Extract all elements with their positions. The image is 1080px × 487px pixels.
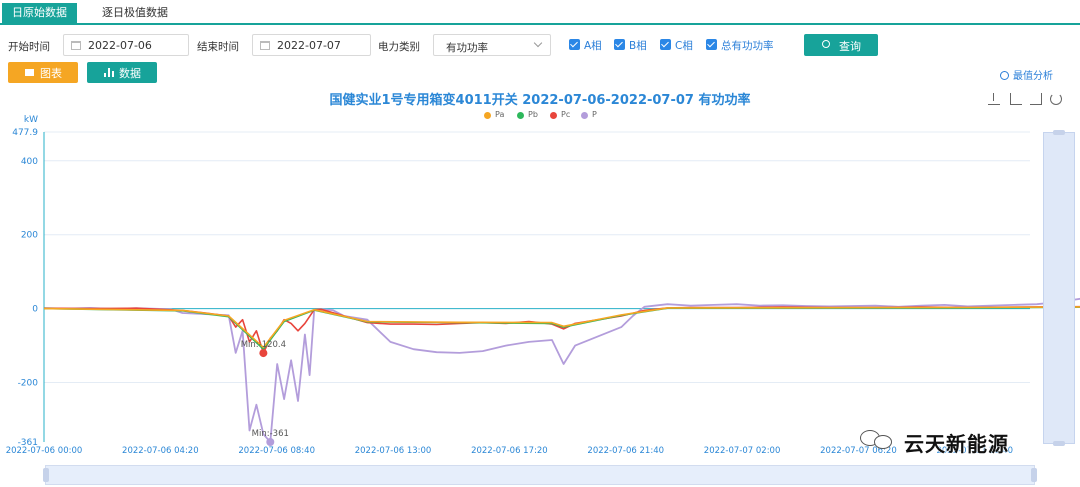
x-tick-label: 2022-07-07 10:40 <box>936 446 1013 456</box>
start-time-label: 开始时间 <box>8 41 50 53</box>
filter-bar: 开始时间 2022-07-06 结束时间 2022-07-07 电力类别 有功功… <box>0 34 1080 58</box>
power-line-chart: 400 200 0 -200 477.9 -361 kW 2022-07-06 00:00 20… <box>6 115 1080 456</box>
zoom-reset-icon[interactable] <box>1030 93 1042 105</box>
power-type-select[interactable]: 有功功率 <box>433 34 551 56</box>
y-tick-label: 0 <box>32 305 38 315</box>
legend-label: Pc <box>561 110 571 119</box>
checkbox-checked-icon <box>660 39 671 50</box>
start-date-picker[interactable]: 2022-07-06 <box>63 34 189 56</box>
x-tick-label: 2022-07-06 00:00 <box>6 446 83 456</box>
y-tick-label: 200 <box>21 231 38 241</box>
checkbox-label: C相 <box>675 40 693 52</box>
checkbox-checked-icon <box>569 39 580 50</box>
data-view-label: 数据 <box>119 67 141 80</box>
x-tick-label: 2022-07-06 04:20 <box>122 446 199 456</box>
tab-daily-raw[interactable]: 日原始数据 <box>2 3 77 23</box>
extreme-label: Min:-120.4 <box>241 340 286 350</box>
power-type-value: 有功功率 <box>446 42 488 54</box>
start-date-value: 2022-07-06 <box>88 39 152 52</box>
x-tick-label: 2022-07-07 02:00 <box>704 446 781 456</box>
series-line-pa <box>43 306 1080 349</box>
series-line-p <box>43 297 1080 443</box>
checkbox-label: B相 <box>629 40 647 52</box>
x-tick-label: 2022-07-06 13:00 <box>355 446 432 456</box>
end-date-picker[interactable]: 2022-07-07 <box>252 34 371 56</box>
x-tick-label: 2022-07-07 06:20 <box>820 446 897 456</box>
extreme-marker <box>266 438 275 446</box>
chart-title: 国健实业1号专用箱变4011开关 2022-07-06-2022-07-07 有… <box>329 93 751 108</box>
power-type-label: 电力类别 <box>378 41 420 53</box>
chart-icon <box>25 69 34 76</box>
zoom-icon[interactable] <box>1010 93 1022 105</box>
y-axis-zoom-slider[interactable] <box>1043 130 1075 446</box>
legend-label: Pa <box>495 110 505 119</box>
calendar-icon <box>71 41 81 50</box>
x-tick-label: 2022-07-06 17:20 <box>471 446 548 456</box>
y-tick-label: 400 <box>21 157 38 167</box>
slider-handle-top[interactable] <box>1053 130 1065 135</box>
extreme-label: Min:-361 <box>252 429 289 439</box>
chart-view-label: 图表 <box>40 67 62 80</box>
watermark-text: 云天新能源 <box>904 432 1009 456</box>
x-tick-label: 2022-07-06 21:40 <box>587 446 664 456</box>
y-tick-label: 477.9 <box>12 128 38 138</box>
legend-marker <box>484 112 491 119</box>
y-tick-label: -200 <box>18 379 39 389</box>
chevron-down-icon <box>533 38 543 48</box>
calendar-icon <box>260 41 270 50</box>
max-analysis-label: 最值分析 <box>1013 71 1053 82</box>
checkbox-checked-icon <box>706 39 717 50</box>
legend-label: Pb <box>528 110 538 119</box>
checkbox-label: A相 <box>584 40 602 52</box>
y-tick-label: -361 <box>18 438 38 448</box>
y-axis-label: kW <box>24 115 38 125</box>
extreme-marker <box>259 349 268 358</box>
legend-label: P <box>592 110 597 119</box>
slider-handle-right[interactable] <box>1031 468 1037 482</box>
query-button[interactable]: 查询 <box>804 34 878 56</box>
info-icon <box>1000 71 1009 80</box>
bar-chart-icon <box>104 68 114 77</box>
end-time-label: 结束时间 <box>197 41 239 53</box>
checkbox-label: 总有功功率 <box>721 40 774 52</box>
chart-toolbox <box>988 93 1068 107</box>
legend-marker <box>550 112 557 119</box>
download-icon[interactable] <box>988 93 1000 105</box>
slider-handle-bottom[interactable] <box>1053 441 1065 446</box>
max-analysis-link[interactable]: 最值分析 <box>1000 67 1053 82</box>
x-axis-zoom-slider[interactable] <box>43 465 1037 485</box>
legend-marker <box>517 112 524 119</box>
query-button-label: 查询 <box>839 40 861 53</box>
checkbox-checked-icon <box>614 39 625 50</box>
restore-icon[interactable] <box>1050 93 1062 105</box>
chart-view-button[interactable]: 图表 <box>8 62 78 83</box>
end-date-value: 2022-07-07 <box>277 39 341 52</box>
slider-handle-left[interactable] <box>43 468 49 482</box>
data-view-button[interactable]: 数据 <box>87 62 157 83</box>
x-tick-label: 2022-07-06 08:40 <box>238 446 315 456</box>
search-icon <box>822 40 830 48</box>
wechat-logo-icon <box>860 430 896 450</box>
tab-bar: 日原始数据 逐日极值数据 <box>0 0 1080 25</box>
series-line-pc <box>43 305 1080 354</box>
legend-marker <box>581 112 588 119</box>
tab-daily-extremes[interactable]: 逐日极值数据 <box>102 6 168 19</box>
series-line-pb <box>43 306 1080 350</box>
